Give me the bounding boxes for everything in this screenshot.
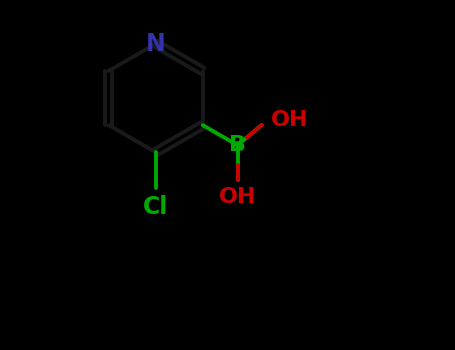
Text: Cl: Cl	[143, 195, 168, 219]
Text: B: B	[229, 135, 246, 155]
Text: N: N	[146, 32, 166, 56]
Text: OH: OH	[219, 187, 256, 206]
Text: OH: OH	[270, 110, 308, 130]
